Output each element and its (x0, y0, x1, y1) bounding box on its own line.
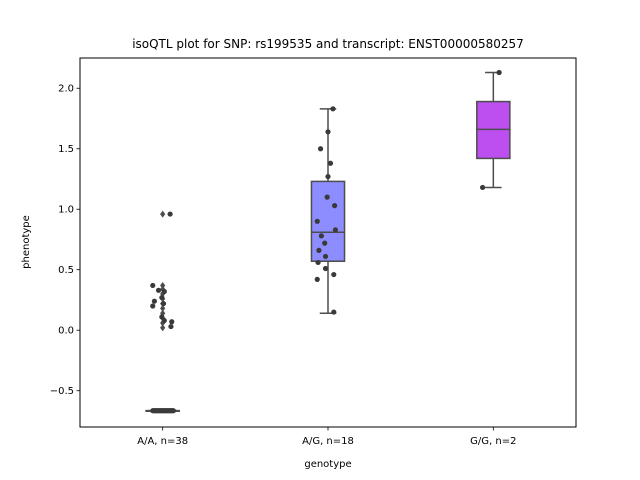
data-point (322, 253, 329, 260)
data-point (318, 233, 324, 239)
y-tick-label: 2.0 (58, 84, 74, 95)
y-axis-label: phenotype (21, 215, 32, 269)
y-tick-label: 1.0 (58, 205, 74, 216)
data-point (317, 146, 324, 152)
data-point (150, 282, 156, 289)
data-point (159, 314, 165, 320)
data-point (167, 211, 173, 217)
data-point (327, 160, 334, 166)
axis-ticks: −0.5 0.0 0.5 1.0 1.5 2.0 A/A, n=38 A/G, n=18 G/G… (50, 84, 517, 447)
data-point (331, 309, 337, 315)
outlier-marker (160, 304, 166, 312)
x-tick-label: A/A, n=38 (137, 436, 188, 447)
box-group (476, 71, 511, 189)
data-point (316, 247, 322, 253)
data-point (159, 294, 165, 301)
outlier-marker (160, 210, 166, 218)
data-point (159, 408, 165, 414)
outlier-marker (160, 281, 166, 289)
chart-title: isoQTL plot for SNP: rs199535 and transc… (132, 37, 524, 51)
data-point (332, 203, 338, 209)
y-tick-label: 1.5 (58, 144, 74, 155)
data-point (169, 319, 175, 325)
data-point (479, 184, 486, 191)
data-point (322, 240, 328, 246)
data-point (331, 271, 337, 278)
data-point (322, 265, 329, 272)
data-point (315, 259, 321, 266)
data-point (161, 288, 167, 295)
data-point (168, 323, 174, 330)
data-point (314, 276, 320, 282)
data-point (155, 287, 162, 293)
y-tick-label: 0.0 (58, 326, 74, 337)
data-point (151, 298, 157, 304)
data-point (161, 317, 167, 324)
data-point (325, 173, 331, 180)
x-axis-label: genotype (304, 459, 351, 470)
y-tick-label: 0.5 (58, 265, 74, 276)
data-point (332, 227, 339, 233)
data-point (324, 194, 330, 200)
plot-area (145, 69, 511, 414)
data-point (314, 218, 320, 224)
data-point (330, 106, 336, 112)
y-tick-label: −0.5 (50, 386, 74, 397)
data-point (160, 300, 167, 307)
x-tick-label: G/G, n=2 (470, 436, 516, 447)
x-tick-label: A/G, n=18 (302, 436, 354, 447)
outlier-marker (160, 324, 166, 332)
data-point (496, 69, 502, 76)
data-point (170, 408, 177, 414)
data-point (150, 303, 156, 309)
data-point (325, 129, 331, 135)
